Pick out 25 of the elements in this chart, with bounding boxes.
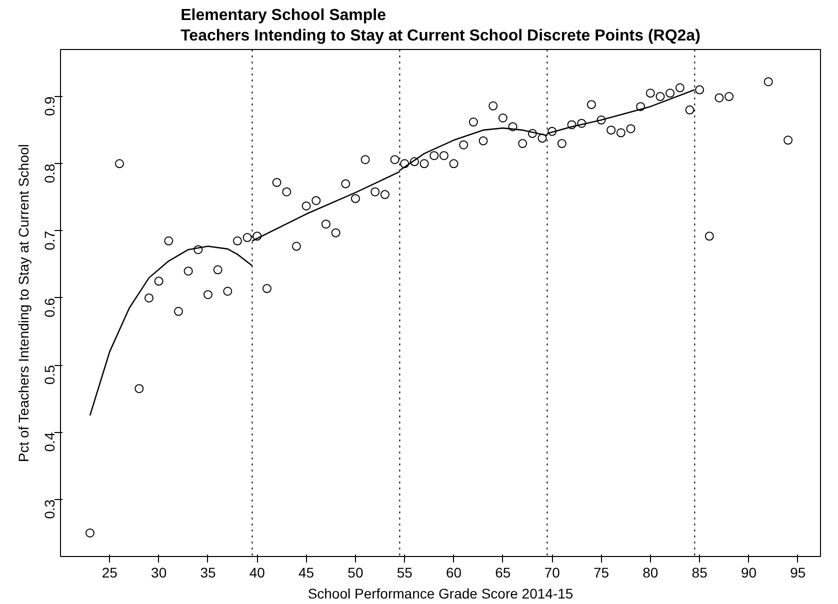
x-tick-label: 75 — [593, 564, 610, 580]
chart-title: Elementary School Sample Teachers Intending to Stay at Current School Discrete Points (RQ2a) — [180, 7, 700, 44]
y-tick-label: 0.9 — [42, 96, 58, 116]
y-tick-label: 0.6 — [42, 298, 58, 318]
x-tick-label: 95 — [790, 564, 806, 580]
y-tick-label: 0.4 — [42, 432, 58, 452]
x-tick-label: 90 — [740, 564, 757, 580]
x-axis-title: School Performance Grade Score 2014-15 — [308, 586, 574, 602]
x-tick-label: 30 — [151, 564, 167, 580]
x-tick-label: 55 — [396, 564, 413, 580]
x-tick-label: 65 — [495, 564, 511, 580]
x-tick-label: 85 — [692, 564, 708, 580]
x-tick-label: 70 — [544, 564, 560, 580]
x-tick-label: 25 — [102, 564, 118, 580]
x-tick-label: 35 — [200, 564, 216, 580]
x-tick-label: 80 — [642, 564, 658, 580]
y-tick-label: 0.8 — [42, 163, 58, 184]
x-tick-label: 50 — [348, 564, 364, 580]
y-tick-label: 0.3 — [42, 499, 58, 519]
y-tick-label: 0.5 — [42, 364, 58, 385]
y-axis-title: Pct of Teachers Intending to Stay at Current School — [16, 144, 32, 462]
x-tick-label: 60 — [446, 564, 462, 580]
x-tick-label: 40 — [249, 564, 266, 580]
x-tick-label: 45 — [298, 564, 314, 580]
y-tick-label: 0.7 — [42, 230, 58, 250]
